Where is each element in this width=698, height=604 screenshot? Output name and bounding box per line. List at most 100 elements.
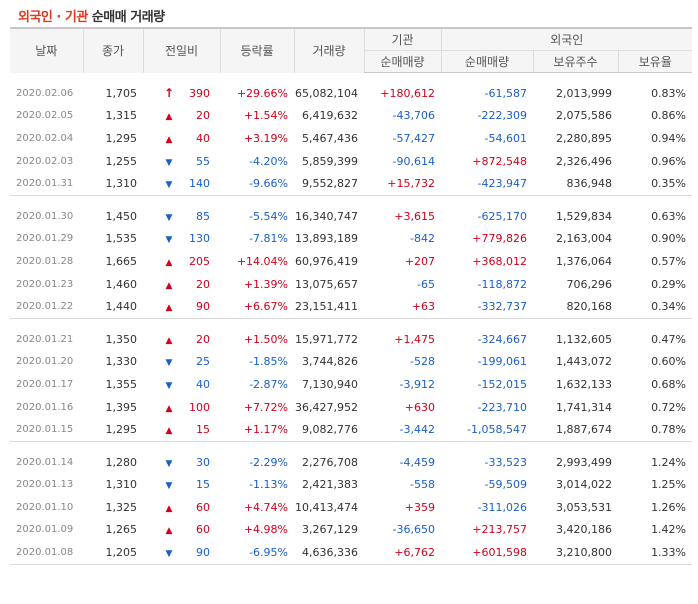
foreign-net-cell: -33,523 <box>484 455 527 469</box>
volume-cell: 5,859,399 <box>302 154 358 168</box>
down-triangle-icon: ▼ <box>165 549 173 560</box>
rate-cell: -2.87% <box>249 377 288 391</box>
rate-cell: -1.85% <box>249 355 288 369</box>
ratio-cell: 0.29% <box>651 277 687 291</box>
group-spacer <box>10 318 692 328</box>
group-spacer <box>10 441 692 451</box>
inst-net-cell: -528 <box>410 355 435 369</box>
table-row: 2020.01.15 1,295 ▲ 15 +1.17% 9,082,776 -3,442-… <box>10 418 693 442</box>
upper-limit-arrow-icon: ↑ <box>163 86 175 101</box>
title-foreign: 외국인 <box>18 10 53 25</box>
change-value: 40 <box>196 131 210 145</box>
change-value: 20 <box>196 109 210 123</box>
up-triangle-icon: ▲ <box>165 335 173 346</box>
change-cell: ▲ 20 <box>143 328 220 351</box>
change-value: 15 <box>196 423 210 437</box>
rate-cell: -6.95% <box>220 541 294 565</box>
change-value: 85 <box>196 209 210 223</box>
inst-net-cell: -3,912 <box>399 377 435 391</box>
close-cell: 1,205 <box>83 541 143 565</box>
inst-net-cell: -57,427 <box>392 131 435 145</box>
close-cell: 1,350 <box>105 332 138 346</box>
up-triangle-icon: ▲ <box>165 112 173 123</box>
up-triangle-icon: ▲ <box>165 426 173 437</box>
change-value: 15 <box>196 478 210 492</box>
up-triangle-icon: ▲ <box>165 403 173 414</box>
date-cell: 2020.01.10 <box>16 501 74 513</box>
close-cell: 1,460 <box>105 277 138 291</box>
down-triangle-icon: ▼ <box>165 235 173 246</box>
table-row: 2020.01.08 1,205 ▼ 90 -6.95% 4,636,336 +6,762 +… <box>10 541 693 565</box>
inst-net-cell: +359 <box>404 500 435 514</box>
foreign-net-cell: -223,710 <box>477 400 527 414</box>
holdings-cell: 2,280,895 <box>556 131 612 145</box>
ratio-cell: 1.25% <box>651 478 687 492</box>
ratio-cell: 1.24% <box>651 455 687 469</box>
change-cell: ▼ 85 <box>143 205 220 228</box>
ratio-cell: 0.68% <box>651 377 687 391</box>
volume-cell: 10,413,474 <box>295 500 358 514</box>
date-cell: 2020.01.28 <box>16 255 74 267</box>
ratio-cell: 0.78% <box>618 418 693 442</box>
ratio-cell: 0.94% <box>651 131 687 145</box>
header-close: 종가 <box>82 27 143 73</box>
holdings-cell: 836,948 <box>533 172 618 196</box>
down-triangle-icon: ▼ <box>165 212 173 223</box>
rate-cell: +1.17% <box>220 418 294 442</box>
change-cell: ▲ 100 <box>143 396 220 419</box>
table-row: 2020.01.21 1,350 ▲ 20 +1.50% 15,971,772 +1,475… <box>10 328 692 351</box>
date-cell: 2020.01.15 <box>10 418 83 442</box>
close-cell: 1,450 <box>105 209 138 223</box>
foreign-net-cell: -152,015 <box>477 377 527 391</box>
foreign-net-cell: +213,757 <box>472 523 527 537</box>
holdings-cell: 820,168 <box>533 295 618 319</box>
trading-volume-table: 날짜 종가 전일비 등락률 거래량 기관 외국인 순매매량 순매매량 보유주수 … <box>10 27 693 565</box>
ratio-cell: 0.72% <box>651 400 687 414</box>
change-value: 90 <box>196 300 210 314</box>
rate-cell: +14.04% <box>236 254 288 268</box>
inst-net-cell: +6,762 <box>364 541 441 565</box>
close-cell: 1,295 <box>105 131 138 145</box>
volume-cell: 36,427,952 <box>295 400 358 414</box>
foreign-net-cell: -59,509 <box>484 478 527 492</box>
header-institution: 기관 <box>363 27 441 51</box>
date-cell: 2020.02.05 <box>16 110 74 122</box>
up-triangle-icon: ▲ <box>165 257 173 268</box>
down-triangle-icon: ▼ <box>165 458 173 469</box>
table-row: 2020.01.10 1,325 ▲ 60 +4.74% 10,413,474 +359 -3… <box>10 496 692 519</box>
date-cell: 2020.01.23 <box>16 278 74 290</box>
volume-cell: 3,267,129 <box>302 523 358 537</box>
change-cell: ↑ 390 <box>143 82 220 105</box>
group-spacer <box>10 195 692 205</box>
rate-cell: +7.72% <box>243 400 288 414</box>
ratio-cell: 0.35% <box>618 172 693 196</box>
ratio-cell: 1.26% <box>651 500 687 514</box>
holdings-cell: 2,013,999 <box>556 86 612 100</box>
up-triangle-icon: ▲ <box>165 503 173 514</box>
table-row: 2020.01.29 1,535 ▼ 130 -7.81% 13,893,189 -842 +… <box>10 228 692 251</box>
inst-net-cell: +630 <box>404 400 435 414</box>
date-cell: 2020.01.30 <box>16 210 74 222</box>
foreign-net-cell: +872,548 <box>472 154 527 168</box>
ratio-cell: 1.33% <box>618 541 693 565</box>
up-triangle-icon: ▲ <box>165 280 173 291</box>
up-triangle-icon: ▲ <box>165 134 173 145</box>
spacer-cell <box>10 73 692 83</box>
rate-cell: -9.66% <box>220 172 294 196</box>
holdings-cell: 3,210,800 <box>533 541 618 565</box>
change-cell: ▼ 130 <box>143 228 220 251</box>
date-cell: 2020.02.06 <box>16 87 74 99</box>
foreign-net-cell: +779,826 <box>472 232 527 246</box>
inst-net-cell: -65 <box>417 277 435 291</box>
foreign-net-cell: +368,012 <box>472 254 527 268</box>
foreign-net-cell: -625,170 <box>477 209 527 223</box>
rate-cell: +1.50% <box>243 332 288 346</box>
ratio-cell: 0.63% <box>651 209 687 223</box>
table-row: 2020.01.28 1,665 ▲ 205 +14.04% 60,976,419 +207… <box>10 250 692 273</box>
rate-cell: +4.98% <box>243 523 288 537</box>
change-cell: ▲ 40 <box>143 127 220 150</box>
change-cell: ▲ 20 <box>143 105 220 128</box>
holdings-cell: 1,529,834 <box>556 209 612 223</box>
table-row: 2020.01.22 1,440 ▲ 90 +6.67% 23,151,411 +63 -33… <box>10 295 693 319</box>
header-date: 날짜 <box>10 27 83 73</box>
